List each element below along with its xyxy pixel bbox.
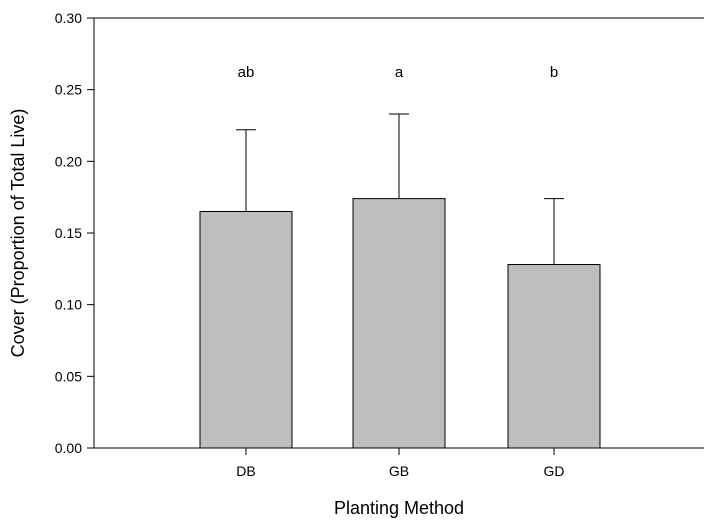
y-tick-label: 0.15 <box>55 225 82 241</box>
x-tick-label: GB <box>389 463 409 479</box>
bar-gd <box>507 264 601 449</box>
bar-db <box>199 211 293 449</box>
y-tick-label: 0.00 <box>55 440 82 456</box>
significance-letters-group: ab a b <box>238 64 559 81</box>
x-tick-label: DB <box>236 463 255 479</box>
y-tick-label: 0.20 <box>55 153 82 169</box>
y-tick-label: 0.25 <box>55 82 82 98</box>
y-axis-ticks: 0.00 0.05 0.10 0.15 0.20 0.25 0.30 <box>55 10 94 456</box>
significance-letter: a <box>395 64 404 81</box>
error-bars-group <box>236 113 564 265</box>
x-axis-title: Planting Method <box>334 498 464 518</box>
x-axis-ticks: DB GB GD <box>236 448 565 479</box>
significance-letter: ab <box>238 64 255 81</box>
significance-letter: b <box>550 64 558 81</box>
y-tick-label: 0.05 <box>55 368 82 384</box>
y-axis-title: Cover (Proportion of Total Live) <box>8 109 28 358</box>
y-tick-label: 0.10 <box>55 297 82 313</box>
x-tick-label: GD <box>544 463 565 479</box>
y-tick-label: 0.30 <box>55 10 82 26</box>
bar-gb <box>352 198 446 449</box>
bars-group <box>199 198 601 449</box>
